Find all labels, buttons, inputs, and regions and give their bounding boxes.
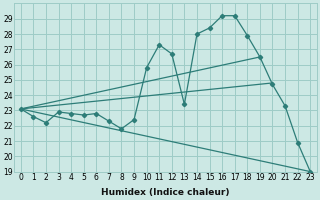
X-axis label: Humidex (Indice chaleur): Humidex (Indice chaleur): [101, 188, 230, 197]
